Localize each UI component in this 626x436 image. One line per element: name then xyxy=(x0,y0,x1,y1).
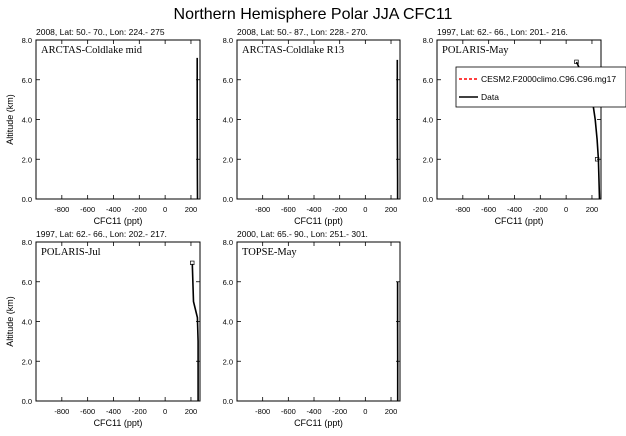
x-tick-label: -200 xyxy=(132,407,147,416)
x-tick-label: -200 xyxy=(533,205,548,214)
series-line xyxy=(191,263,199,401)
y-tick-label: 8.0 xyxy=(223,36,233,45)
plot-frame xyxy=(35,39,201,200)
x-tick-label: -600 xyxy=(281,205,296,214)
plot-frame xyxy=(35,241,201,402)
legend-box xyxy=(455,66,626,108)
x-tick-label: 0 xyxy=(363,407,367,416)
chart-panel: 1997, Lat: 62.- 66., Lon: 202.- 217. 0.0 2… xyxy=(5,229,201,428)
y-tick-label: 6.0 xyxy=(223,76,233,85)
x-axis-label: CFC11 (ppt) xyxy=(495,216,544,226)
x-tick-label: -800 xyxy=(255,205,270,214)
y-tick-label: 2.0 xyxy=(223,357,233,366)
panel-header: 2000, Lat: 65.- 90., Lon: 251.- 301. xyxy=(237,229,368,239)
legend-label: Data xyxy=(481,92,499,102)
x-tick-label: 200 xyxy=(385,407,398,416)
x-tick-label: 200 xyxy=(185,407,198,416)
panel-title: TOPSE-May xyxy=(242,247,297,258)
page-title: Northern Hemisphere Polar JJA CFC11 xyxy=(174,6,453,23)
panel-title: POLARIS-Jul xyxy=(41,247,101,258)
y-tick-label: 8.0 xyxy=(223,238,233,247)
y-tick-label: 6.0 xyxy=(423,76,433,85)
chart-panel: 2008, Lat: 50.- 70., Lon: 224.- 275 0.0 2.… xyxy=(5,27,201,226)
panel-header: 1997, Lat: 62.- 66., Lon: 202.- 217. xyxy=(36,229,167,239)
x-tick-label: 200 xyxy=(385,205,398,214)
x-tick-label: -800 xyxy=(54,205,69,214)
y-tick-label: 8.0 xyxy=(22,36,32,45)
x-tick-label: -600 xyxy=(80,205,95,214)
panel-title: ARCTAS-Coldlake mid xyxy=(41,45,143,56)
panel-title: POLARIS-May xyxy=(442,45,509,56)
panel-header: 2008, Lat: 50.- 70., Lon: 224.- 275 xyxy=(36,27,165,37)
x-axis-label: CFC11 (ppt) xyxy=(94,216,143,226)
x-tick-label: -800 xyxy=(455,205,470,214)
panel-title: ARCTAS-Coldlake R13 xyxy=(242,45,344,56)
y-tick-label: 0.0 xyxy=(423,195,433,204)
chart-panel: 1997, Lat: 62.- 66., Lon: 201.- 216. 0.0 2… xyxy=(423,27,626,226)
x-tick-label: -400 xyxy=(507,205,522,214)
x-axis-label: CFC11 (ppt) xyxy=(94,418,143,428)
y-tick-label: 8.0 xyxy=(22,238,32,247)
x-tick-label: -600 xyxy=(281,407,296,416)
x-tick-label: -600 xyxy=(481,205,496,214)
y-tick-label: 8.0 xyxy=(423,36,433,45)
x-tick-label: -200 xyxy=(332,407,347,416)
x-tick-label: -400 xyxy=(307,407,322,416)
x-tick-label: -600 xyxy=(80,407,95,416)
data-point xyxy=(574,59,579,65)
x-tick-label: 0 xyxy=(163,205,167,214)
x-tick-label: 0 xyxy=(363,205,367,214)
data-point xyxy=(190,260,195,266)
y-tick-label: 2.0 xyxy=(22,357,32,366)
y-tick-label: 0.0 xyxy=(22,397,32,406)
x-tick-label: 0 xyxy=(564,205,568,214)
data-point xyxy=(594,157,600,162)
y-tick-label: 6.0 xyxy=(22,76,32,85)
y-tick-label: 6.0 xyxy=(22,278,32,287)
y-tick-label: 0.0 xyxy=(223,195,233,204)
plot-frame xyxy=(236,39,401,200)
y-axis-label: Altitude (km) xyxy=(5,94,15,145)
y-axis-label: Altitude (km) xyxy=(5,296,15,347)
y-tick-label: 0.0 xyxy=(22,195,32,204)
x-tick-label: -400 xyxy=(106,407,121,416)
y-tick-label: 4.0 xyxy=(22,116,32,125)
x-tick-label: -800 xyxy=(255,407,270,416)
panel-header: 2008, Lat: 50.- 87., Lon: 228.- 270. xyxy=(237,27,368,37)
y-tick-label: 2.0 xyxy=(22,155,32,164)
chart-panel: 2000, Lat: 65.- 90., Lon: 251.- 301. 0.0 2… xyxy=(223,229,401,428)
x-tick-label: 200 xyxy=(586,205,599,214)
legend-label: CESM2.F2000climo.C96.C96.mg17 xyxy=(481,74,616,84)
x-tick-label: -400 xyxy=(307,205,322,214)
chart-panel: 2008, Lat: 50.- 87., Lon: 228.- 270. 0.0 2… xyxy=(223,27,401,226)
y-tick-label: 2.0 xyxy=(223,155,233,164)
y-tick-label: 4.0 xyxy=(423,116,433,125)
y-tick-label: 4.0 xyxy=(223,116,233,125)
x-axis-label: CFC11 (ppt) xyxy=(294,216,343,226)
x-tick-label: -200 xyxy=(332,205,347,214)
y-tick-label: 2.0 xyxy=(423,155,433,164)
y-tick-label: 4.0 xyxy=(22,318,32,327)
y-tick-label: 0.0 xyxy=(223,397,233,406)
y-tick-label: 4.0 xyxy=(223,318,233,327)
x-tick-label: -800 xyxy=(54,407,69,416)
x-axis-label: CFC11 (ppt) xyxy=(294,418,343,428)
legend: CESM2.F2000climo.C96.C96.mg17 Data xyxy=(455,66,626,108)
panel-header: 1997, Lat: 62.- 66., Lon: 201.- 216. xyxy=(437,27,568,37)
plot-frame xyxy=(236,241,401,402)
x-tick-label: 0 xyxy=(163,407,167,416)
y-tick-label: 6.0 xyxy=(223,278,233,287)
x-tick-label: -200 xyxy=(132,205,147,214)
x-tick-label: 200 xyxy=(185,205,198,214)
x-tick-label: -400 xyxy=(106,205,121,214)
